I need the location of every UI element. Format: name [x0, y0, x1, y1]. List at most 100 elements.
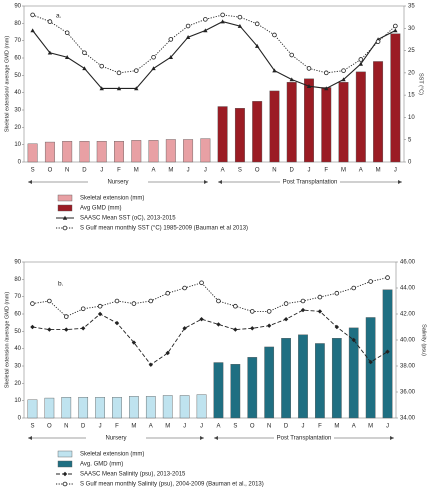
marker — [64, 30, 70, 36]
marker — [30, 28, 35, 33]
bar — [281, 338, 291, 419]
legend-swatch — [57, 460, 73, 468]
y-tick-label: 50 — [14, 329, 21, 335]
marker — [47, 298, 52, 304]
marker — [134, 86, 139, 91]
y-tick-label: 30 — [14, 108, 21, 114]
bar — [96, 140, 107, 163]
marker — [341, 68, 346, 73]
x-tick-label: J — [394, 168, 397, 174]
x-tick-label: A — [216, 424, 220, 430]
bar — [331, 338, 342, 419]
y2-tick-label: 10 — [408, 115, 415, 121]
y-tick-label: 10 — [14, 142, 21, 148]
marker — [254, 43, 260, 48]
bar — [95, 397, 105, 419]
marker — [47, 50, 53, 55]
x-tick-label: J — [204, 168, 207, 174]
y-tick-label: 30 — [14, 364, 21, 370]
y2-tick-label: 25 — [408, 48, 415, 54]
y2-tick-label: 15 — [408, 93, 415, 99]
y2-tick-label: 42.00 — [400, 312, 416, 318]
legend-label: SAASC Mean SST (oC), 2013-2015 — [80, 216, 176, 222]
marker — [131, 340, 137, 345]
marker — [283, 301, 289, 306]
marker — [80, 326, 86, 331]
x-tick-label: O — [47, 424, 52, 430]
marker — [300, 298, 306, 304]
bar — [315, 343, 325, 419]
marker — [237, 23, 243, 28]
x-tick-label: N — [267, 424, 271, 430]
bar — [44, 397, 55, 419]
x-tick-label: S — [233, 424, 237, 430]
line — [32, 21, 396, 90]
x-tick-label: M — [168, 168, 173, 174]
bar — [44, 141, 55, 163]
y-tick-label: 70 — [14, 294, 21, 300]
x-tick-label: A — [149, 424, 153, 430]
x-tick-label: M — [376, 168, 381, 174]
bar — [148, 140, 159, 163]
marker — [116, 86, 122, 91]
marker — [334, 324, 340, 330]
marker — [289, 52, 295, 58]
bar — [196, 394, 207, 419]
marker — [358, 61, 364, 66]
y2-tick-label: 5 — [408, 137, 412, 143]
y-tick-label: 10 — [14, 398, 21, 404]
legend-marker — [62, 225, 68, 231]
plot-frame — [23, 5, 405, 163]
bar — [286, 82, 297, 163]
y-tick-label: 60 — [14, 312, 21, 318]
marker — [82, 66, 87, 71]
marker — [216, 298, 221, 304]
marker — [368, 359, 373, 365]
y2-tick-label: 36.00 — [400, 390, 416, 396]
x-tick-label: S — [31, 168, 35, 174]
x-tick-label: D — [81, 424, 86, 430]
x-tick-label: D — [82, 168, 87, 174]
marker — [116, 70, 122, 76]
marker — [237, 14, 243, 20]
bar — [348, 327, 359, 419]
period-label: Post Transplantation — [283, 180, 338, 186]
marker — [47, 19, 53, 24]
period-label-bg — [86, 434, 146, 442]
marker — [283, 317, 289, 322]
legend-marker — [62, 471, 68, 477]
legend-swatch — [57, 450, 73, 458]
marker — [63, 314, 69, 319]
marker — [47, 327, 52, 332]
y-tick-label: 70 — [14, 38, 21, 44]
legend-swatch — [57, 204, 73, 212]
bar — [114, 140, 124, 163]
marker — [165, 350, 170, 356]
marker — [182, 326, 187, 331]
bar — [200, 138, 211, 163]
y2-tick-label: 34.00 — [400, 416, 416, 422]
marker — [165, 290, 171, 296]
y-tick-label: 80 — [14, 277, 21, 283]
bar — [252, 101, 263, 163]
y-tick-label: 60 — [14, 56, 21, 62]
y-tick-label: 80 — [14, 21, 21, 27]
marker — [368, 279, 373, 284]
y-tick-label: 0 — [18, 416, 22, 422]
bar — [230, 364, 241, 419]
bar — [247, 357, 258, 419]
legend-marker — [62, 481, 68, 487]
marker — [233, 303, 238, 309]
bar — [338, 82, 349, 163]
panel-label: b. — [58, 281, 64, 288]
bar — [165, 139, 176, 163]
marker — [351, 285, 357, 291]
period-label: Nursery — [107, 180, 128, 186]
y2-tick-label: 40.00 — [400, 338, 416, 344]
bar — [304, 78, 314, 163]
x-tick-label: J — [386, 424, 389, 430]
y2-tick-label: 20 — [408, 70, 415, 76]
marker — [185, 35, 191, 39]
marker — [203, 17, 208, 22]
period-label-bg — [88, 178, 148, 186]
